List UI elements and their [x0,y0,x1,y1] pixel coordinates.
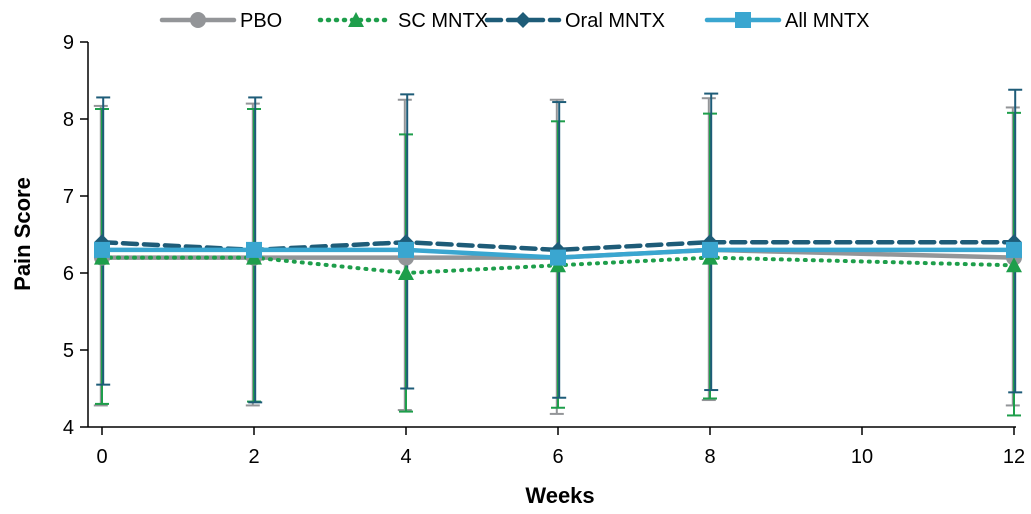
x-tick-label: 8 [704,446,715,468]
data-point-all-mntx [702,241,718,258]
x-ticks: 0 2 4 6 8 10 12 [96,427,1025,468]
x-tick-label: 0 [96,446,107,468]
x-tick-label: 4 [400,446,411,468]
x-tick-label: 10 [851,446,873,468]
y-tick-label: 6 [63,263,74,285]
data-point-all-mntx [94,241,110,258]
data-point-all-mntx [246,241,262,258]
y-axis-title: Pain Score [10,177,35,291]
legend-marker [735,12,751,28]
series-lines [99,239,1017,275]
legend: PBO SC MNTX Oral MNTX All MNTX [159,10,869,32]
x-tick-label: 6 [552,446,563,468]
legend-marker [190,12,206,28]
data-point-all-mntx [550,249,566,266]
legend-label: Oral MNTX [565,10,665,32]
y-tick-label: 5 [63,340,74,362]
y-tick-label: 9 [63,32,74,54]
x-tick-label: 12 [1003,446,1025,468]
legend-label: SC MNTX [398,10,488,32]
y-tick-label: 8 [63,109,74,131]
series-line-all-mntx [99,247,1017,260]
x-tick-label: 2 [248,446,259,468]
series-line-sc-mntx [100,255,1016,275]
data-point-all-mntx [398,241,414,258]
legend-marker [515,12,531,28]
y-tick-label: 4 [63,417,74,439]
y-tick-label: 7 [63,186,74,208]
y-ticks: 4 5 6 7 8 9 [63,32,88,439]
data-point-all-mntx [1006,241,1022,258]
x-axis-title: Weeks [525,483,594,508]
legend-label: PBO [240,10,282,32]
legend-label: All MNTX [785,10,869,32]
markers [94,234,1022,280]
data-point-sc-mntx [398,265,414,280]
legend-marker [348,12,364,27]
data-point-sc-mntx [1006,257,1022,273]
